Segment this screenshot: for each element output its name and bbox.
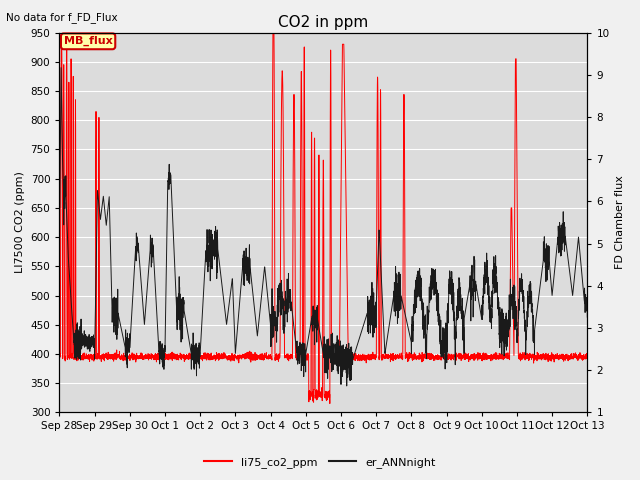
Legend: li75_co2_ppm, er_ANNnight: li75_co2_ppm, er_ANNnight: [200, 452, 440, 472]
Title: CO2 in ppm: CO2 in ppm: [278, 15, 369, 30]
Text: No data for f_FD_Flux: No data for f_FD_Flux: [6, 12, 118, 23]
Y-axis label: FD Chamber flux: FD Chamber flux: [615, 176, 625, 269]
Y-axis label: LI7500 CO2 (ppm): LI7500 CO2 (ppm): [15, 171, 25, 274]
Text: MB_flux: MB_flux: [64, 36, 113, 47]
